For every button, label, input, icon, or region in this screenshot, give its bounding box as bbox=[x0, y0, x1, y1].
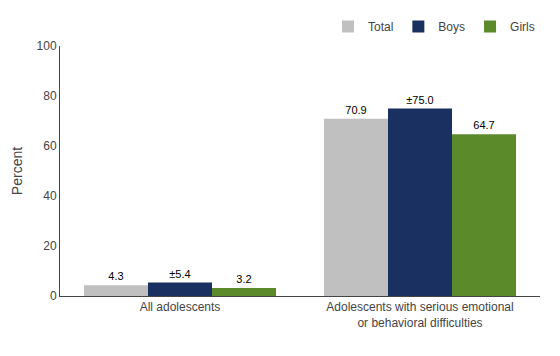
svg-text:Boys: Boys bbox=[438, 20, 465, 34]
svg-text:Adolescents with serious emoti: Adolescents with serious emotionalor beh… bbox=[326, 300, 513, 330]
svg-text:70.9: 70.9 bbox=[345, 104, 366, 116]
svg-text:±5.4: ±5.4 bbox=[169, 268, 190, 280]
svg-text:±75.0: ±75.0 bbox=[406, 94, 433, 106]
svg-text:Percent: Percent bbox=[9, 147, 25, 195]
svg-text:Total: Total bbox=[368, 20, 393, 34]
svg-text:40: 40 bbox=[43, 189, 57, 203]
svg-text:60: 60 bbox=[43, 139, 57, 153]
svg-text:80: 80 bbox=[43, 89, 57, 103]
svg-text:3.2: 3.2 bbox=[236, 273, 251, 285]
svg-text:Girls: Girls bbox=[510, 20, 535, 34]
svg-text:20: 20 bbox=[43, 239, 57, 253]
svg-text:All adolescents: All adolescents bbox=[140, 300, 221, 314]
svg-text:64.7: 64.7 bbox=[473, 119, 494, 131]
svg-text:100: 100 bbox=[37, 39, 57, 53]
svg-text:0: 0 bbox=[50, 289, 57, 303]
svg-text:4.3: 4.3 bbox=[108, 270, 123, 282]
